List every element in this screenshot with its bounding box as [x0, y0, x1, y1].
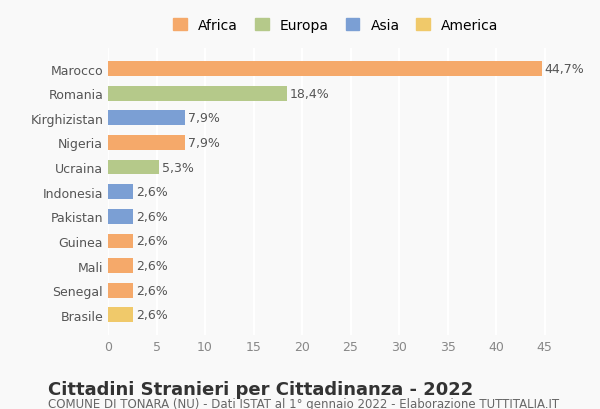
Text: 2,6%: 2,6%: [136, 284, 168, 297]
Text: Cittadini Stranieri per Cittadinanza - 2022: Cittadini Stranieri per Cittadinanza - 2…: [48, 380, 473, 398]
Bar: [108, 62, 542, 77]
Bar: [108, 136, 185, 151]
Text: 2,6%: 2,6%: [136, 308, 168, 321]
Bar: [108, 87, 287, 101]
Text: COMUNE DI TONARA (NU) - Dati ISTAT al 1° gennaio 2022 - Elaborazione TUTTITALIA.: COMUNE DI TONARA (NU) - Dati ISTAT al 1°…: [48, 397, 559, 409]
Text: 2,6%: 2,6%: [136, 259, 168, 272]
Text: 44,7%: 44,7%: [545, 63, 584, 76]
Text: 5,3%: 5,3%: [163, 161, 194, 174]
Bar: [108, 209, 133, 224]
Text: 2,6%: 2,6%: [136, 186, 168, 199]
Text: 2,6%: 2,6%: [136, 235, 168, 248]
Text: 7,9%: 7,9%: [188, 112, 220, 125]
Text: 2,6%: 2,6%: [136, 210, 168, 223]
Bar: [108, 185, 133, 200]
Bar: [108, 283, 133, 298]
Bar: [108, 308, 133, 322]
Text: 7,9%: 7,9%: [188, 137, 220, 150]
Bar: [108, 160, 160, 175]
Bar: [108, 111, 185, 126]
Legend: Africa, Europa, Asia, America: Africa, Europa, Asia, America: [173, 19, 499, 33]
Text: 18,4%: 18,4%: [289, 88, 329, 101]
Bar: [108, 258, 133, 273]
Bar: [108, 234, 133, 249]
